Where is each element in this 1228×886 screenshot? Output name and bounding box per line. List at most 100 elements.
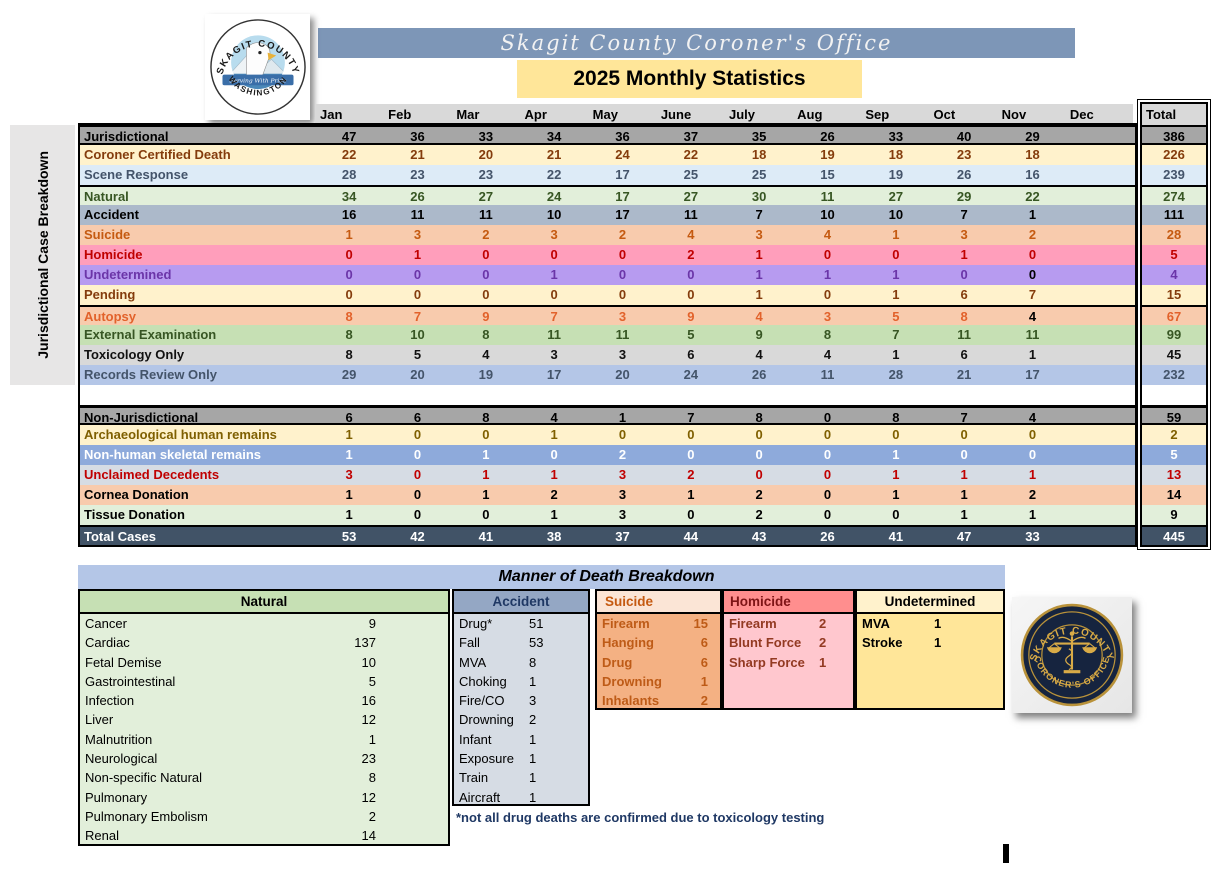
month-cell: 17 [546,367,562,382]
manner-item-value: 1 [368,731,376,747]
month-cell: 37 [615,529,630,544]
manner-item-value: 1 [529,673,537,689]
month-cell: 7 [550,309,558,324]
manner-item: Pulmonary Embolism 2 [80,807,448,826]
manner-item-value: 1 [819,654,827,670]
month-cell: 0 [823,427,832,442]
month-cell: 36 [615,129,630,144]
month-cell: 4 [687,227,695,242]
total-column-header: Total [1142,104,1206,125]
month-cell: 7 [892,327,900,342]
manner-item-label: Cancer [85,616,127,631]
month-cell: 53 [341,529,357,544]
month-cell: 2 [618,227,627,242]
column-header-oct: Oct [933,107,956,122]
row-label: Suicide [84,227,131,242]
month-cell: 0 [687,427,695,442]
month-cell: 40 [956,129,972,144]
manner-item-value: 53 [529,635,544,651]
month-cell: 4 [823,227,832,242]
month-cell: 0 [345,247,353,262]
month-cell: 1 [892,467,900,482]
manner-item: Non-specific Natural 8 [80,768,448,787]
manner-item-value: 14 [361,828,376,844]
total-spacer [1142,385,1206,405]
manner-item-value: 16 [361,693,376,709]
month-cell: 3 [618,507,627,522]
month-cell: 1 [482,467,490,482]
row-label: Cornea Donation [84,487,189,502]
manner-of-death-title: Manner of Death Breakdown [78,565,1005,589]
month-cell: 1 [892,487,900,502]
manner-item: Aircraft 1 [454,788,588,804]
manner-item: Exposure 1 [454,749,588,768]
manner-item-label: Hanging [602,635,654,651]
total-cell: 67 [1142,305,1206,325]
manner-box-homicide: Homicide Firearm 2 Blunt Force 2 Sharp Force 1 [722,589,855,710]
month-cell: 7 [1028,287,1037,302]
month-cell: 20 [410,367,425,382]
side-band-label: Jurisdictional Case Breakdown [34,151,51,359]
total-cell: 99 [1142,325,1206,345]
manner-item-label: Train [459,770,489,786]
manner-header-homicide: Homicide [724,591,853,614]
month-cell: 1 [550,507,558,522]
manner-item: Fetal Demise 10 [80,653,448,672]
month-cell: 7 [413,309,422,324]
month-cell [1067,285,1135,305]
month-cell: 17 [615,207,630,222]
column-header-dec: Dec [1069,107,1094,122]
month-cell: 1 [892,267,900,282]
month-cell: 11 [820,367,835,382]
manner-item: Train 1 [454,768,588,787]
month-cell: 24 [546,189,562,204]
month-cell: 0 [413,507,422,522]
row-accident: Accident 16 11 11 10 17 11 7 10 10 7 1 [80,205,1135,225]
month-cell: 0 [482,247,490,262]
month-cell: 10 [888,207,904,222]
month-cell: 1 [960,507,968,522]
manner-item: Firearm 15 [597,614,720,633]
month-cell: 2 [618,447,627,462]
month-cell: 0 [892,247,900,262]
manner-item-label: MVA [862,616,890,631]
row-label: Total Cases [84,529,157,544]
row-label: Pending [84,287,136,302]
month-cell: 1 [823,267,832,282]
total-cell: 28 [1142,225,1206,245]
month-cell: 0 [482,287,490,302]
spacer-row [80,385,1135,405]
month-cell: 8 [823,327,832,342]
month-cell: 9 [482,309,490,324]
month-cell [1067,325,1135,345]
manner-item-value: 5 [368,673,376,689]
month-cell: 0 [1028,447,1037,462]
manner-item: Drug* 51 [454,614,588,633]
month-cell: 21 [956,367,972,382]
manner-item: Cardiac 137 [80,633,448,652]
month-cell: 0 [413,447,422,462]
month-cell: 19 [478,367,494,382]
cursor-mark [1003,844,1009,863]
row-scene: Scene Response 28 23 23 22 17 25 25 15 19 26 16 [80,165,1135,185]
row-records: Records Review Only 29 20 19 17 20 24 26 11 28 21 1… [80,365,1135,385]
month-cell: 6 [960,347,968,362]
month-cell: 26 [820,129,835,144]
logo-ribbon-text: Serving With Pride [229,77,287,84]
month-cell: 0 [755,467,763,482]
month-cell: 18 [1025,147,1040,162]
manner-item: Gastrointestinal 5 [80,672,448,691]
month-cell: 1 [892,287,900,302]
manner-item: Drowning 1 [597,672,720,691]
row-extexam: External Examination 8 10 8 11 11 5 9 8 7 11 11 [80,325,1135,345]
row-label: Jurisdictional [84,129,169,144]
drug-footnote: *not all drug deaths are confirmed due t… [456,810,825,825]
row-tissue: Tissue Donation 1 0 0 1 3 0 2 0 0 1 1 [80,505,1135,525]
month-cell: 22 [546,167,562,182]
month-cell: 1 [482,447,490,462]
row-label: Coroner Certified Death [84,147,231,162]
manner-item-label: Fire/CO [459,693,505,709]
month-cell: 5 [892,309,900,324]
month-cell: 1 [1028,347,1037,362]
month-cell [1067,505,1135,525]
